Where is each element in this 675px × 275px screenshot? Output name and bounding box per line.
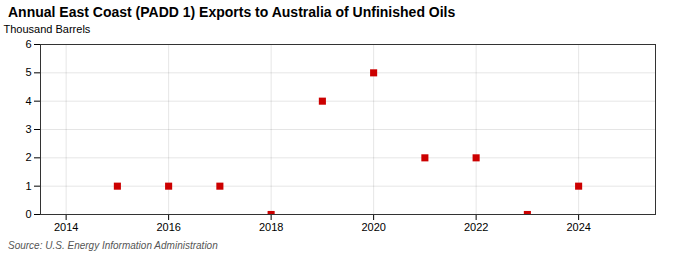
- svg-text:2016: 2016: [156, 221, 180, 233]
- svg-text:2022: 2022: [464, 221, 488, 233]
- svg-text:2018: 2018: [259, 221, 283, 233]
- html-text:Annual East Coast (PADD 1) Exp: Annual East Coast (PADD 1) Exports to Au…: [8, 4, 456, 20]
- svg-text:5: 5: [25, 66, 31, 78]
- svg-text:Thousand Barrels: Thousand Barrels: [4, 23, 91, 35]
- svg-text:3: 3: [25, 123, 31, 135]
- html-text:Source: U.S. Energy Informatio: Source: U.S. Energy Information Administ…: [8, 240, 218, 251]
- svg-text:2: 2: [25, 151, 31, 163]
- svg-text:2024: 2024: [566, 221, 590, 233]
- svg-text:2020: 2020: [361, 221, 385, 233]
- svg-text:1: 1: [25, 180, 31, 192]
- svg-text:4: 4: [25, 95, 31, 107]
- svg-text:0: 0: [25, 208, 31, 220]
- svg-text:6: 6: [25, 38, 31, 50]
- svg-text:2014: 2014: [54, 221, 78, 233]
